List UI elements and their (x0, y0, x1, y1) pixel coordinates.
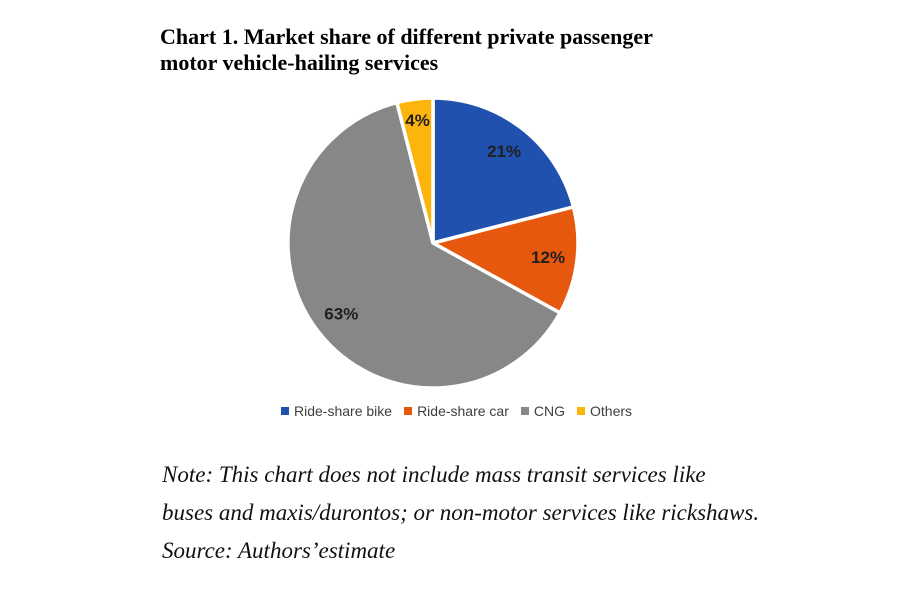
chart-title-line2: motor vehicle-hailing services (160, 50, 439, 75)
legend-label: Others (590, 403, 633, 419)
slice-label-ride-share-car: 12% (531, 248, 565, 267)
legend-label: Ride-share car (417, 403, 509, 419)
pie-slice-ride-share-car (431, 205, 580, 315)
legend-item-others: Others (577, 403, 632, 419)
legend-swatch-icon (404, 407, 413, 415)
chart-title: Chart 1. Market share of different priva… (160, 24, 653, 76)
legend-item-cng: CNG (520, 403, 566, 419)
note-source: Source: Authors’estimate (162, 538, 396, 563)
legend-label: Ride-share bike (294, 403, 393, 419)
legend-swatch-icon (281, 407, 289, 415)
pie-chart: 21% 12% 63% 4% (286, 96, 580, 390)
legend-item-ride-share-bike: Ride-share bike (281, 403, 392, 419)
slice-label-cng: 63% (324, 305, 358, 324)
legend-item-ride-share-car: Ride-share car (404, 403, 509, 419)
note-line2: buses and maxis/durontos; or non-motor s… (162, 500, 760, 525)
chart-legend: Ride-share bike Ride-share car CNG Others (281, 403, 632, 419)
legend-swatch-icon (520, 407, 529, 415)
chart-note: Note: This chart does not include mass t… (162, 456, 759, 570)
slice-label-ride-share-bike: 21% (487, 142, 521, 161)
pie-slice-cng (286, 100, 562, 390)
legend-swatch-icon (577, 407, 586, 415)
legend-label: CNG (533, 403, 566, 419)
pie-slice-ride-share-bike (431, 96, 576, 245)
pie-slice-others (395, 96, 435, 245)
chart-title-line1: Chart 1. Market share of different priva… (160, 24, 653, 49)
slice-label-others: 4% (405, 111, 430, 130)
note-line1: Note: This chart does not include mass t… (162, 462, 706, 487)
